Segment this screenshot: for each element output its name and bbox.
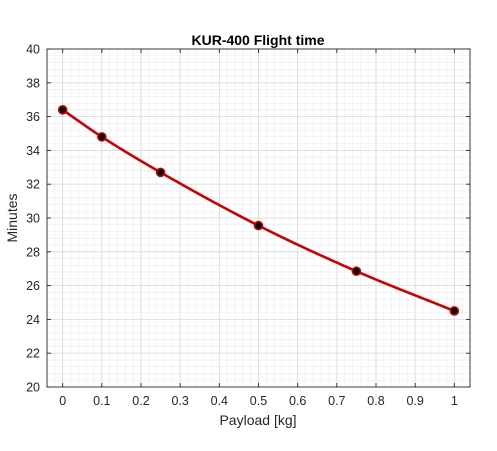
x-tick-label: 0.8: [367, 394, 384, 408]
series-line: [61, 108, 456, 313]
data-point: [449, 306, 460, 316]
y-tick-label: 26: [26, 279, 40, 293]
y-tick-label: 36: [26, 110, 40, 124]
major-grid: [47, 48, 470, 388]
x-tick-label: 0.4: [211, 394, 228, 408]
data-point: [155, 167, 166, 178]
y-tick-label: 20: [26, 381, 40, 395]
y-tick-label: 34: [26, 144, 40, 158]
data-point: [97, 132, 107, 142]
y-tick-label: 40: [26, 43, 40, 57]
x-tick-label: 0.7: [328, 394, 345, 408]
x-axis-label: Payload [kg]: [219, 412, 296, 428]
x-tick-label: 0.3: [171, 394, 188, 408]
y-axis-label: Minutes: [4, 193, 20, 242]
y-tick-label: 32: [26, 178, 40, 192]
y-tick-label: 24: [26, 313, 40, 327]
data-point: [253, 220, 264, 231]
data-point: [351, 266, 362, 277]
x-tick-label: 0.6: [289, 394, 306, 408]
x-tick-label: 0.5: [250, 394, 267, 408]
x-tick-label: 0: [59, 394, 66, 408]
y-tick-label: 22: [26, 347, 40, 361]
tick-marks: [47, 48, 470, 388]
y-tick-label: 30: [26, 212, 40, 226]
x-tick-label: 1: [451, 394, 458, 408]
x-tick-label: 0.1: [93, 394, 110, 408]
data-point: [57, 105, 68, 115]
y-tick-label: 38: [26, 76, 40, 90]
x-tick-label: 0.9: [406, 394, 423, 408]
tick-labels: 0 0.1 0.2 0.3 0.4 0.5 0.6 0.7 0.8 0.9 1 20 22 24 26 28 3…: [26, 43, 458, 409]
data-series: [57, 105, 460, 316]
x-tick-label: 0.2: [132, 394, 149, 408]
chart-title: KUR-400 Flight time: [191, 32, 324, 48]
y-tick-label: 28: [26, 245, 40, 259]
